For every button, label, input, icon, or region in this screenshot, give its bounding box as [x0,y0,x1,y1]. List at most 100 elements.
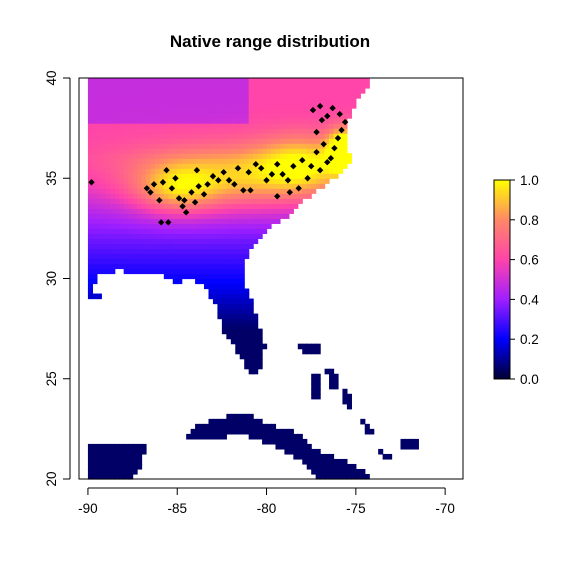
heatmap-cell [222,88,227,94]
heatmap-cell [128,444,133,450]
heatmap-cell [182,188,187,194]
heatmap-cell [271,118,276,124]
heatmap-cell [150,143,155,149]
heatmap-cell [235,128,240,134]
heatmap-cell [249,319,254,325]
heatmap-cell [119,238,124,244]
heatmap-cell [200,218,205,224]
heatmap-cell [258,93,263,99]
heatmap-cell [235,344,240,350]
heatmap-cell [253,113,258,119]
heatmap-cell [213,113,218,119]
heatmap-cell [293,434,298,440]
heatmap-cell [244,203,249,209]
heatmap-cell [208,294,213,300]
heatmap-cell [231,218,236,224]
heatmap-cell [231,419,236,425]
heatmap-cell [298,93,303,99]
heatmap-cell [235,324,240,330]
heatmap-cell [88,218,93,224]
heatmap-cell [217,113,222,119]
heatmap-cell [110,243,115,249]
heatmap-cell [200,228,205,234]
heatmap-cell [168,93,173,99]
heatmap-cell [92,188,97,194]
heatmap-cell [284,123,289,129]
heatmap-cell [334,163,339,169]
heatmap-cell [186,238,191,244]
heatmap-cell [133,143,138,149]
heatmap-cell [302,459,307,465]
heatmap-cell [244,123,249,129]
heatmap-cell [124,113,129,119]
heatmap-cell [316,344,321,350]
heatmap-cell [88,208,93,214]
heatmap-cell [302,188,307,194]
heatmap-cell [231,228,236,234]
heatmap-cell [222,329,227,335]
heatmap-cell [240,168,245,174]
heatmap-cell [182,253,187,259]
heatmap-cell [119,83,124,89]
heatmap-cell [97,118,102,124]
heatmap-cell [298,449,303,455]
heatmap-cell [128,469,133,475]
heatmap-cell [253,349,258,355]
heatmap-cell [128,133,133,139]
heatmap-cell [182,158,187,164]
heatmap-cell [307,78,312,84]
heatmap-cell [142,248,147,254]
heatmap-cell [106,148,111,154]
heatmap-cell [240,148,245,154]
heatmap-cell [155,253,160,259]
heatmap-cell [267,133,272,139]
heatmap-cell [177,118,182,124]
heatmap-cell [240,133,245,139]
heatmap-cell [133,78,138,84]
heatmap-cell [115,263,120,269]
heatmap-cell [204,98,209,104]
heatmap-cell [168,193,173,199]
heatmap-cell [137,238,142,244]
heatmap-cell [110,203,115,209]
heatmap-cell [195,424,200,430]
heatmap-cell [240,203,245,209]
heatmap-cell [110,464,115,470]
heatmap-cell [119,118,124,124]
heatmap-cell [253,198,258,204]
heatmap-cell [133,268,138,274]
heatmap-cell [329,133,334,139]
chart-title: Native range distribution [170,32,370,51]
heatmap-cell [115,173,120,179]
heatmap-cell [217,203,222,209]
heatmap-cell [106,128,111,134]
heatmap-cell [325,178,330,184]
heatmap-cell [164,203,169,209]
heatmap-cell [249,359,254,365]
heatmap-cell [244,213,249,219]
heatmap-cell [222,138,227,144]
heatmap-cell [244,78,249,84]
heatmap-cell [226,158,231,164]
heatmap-cell [124,449,129,455]
heatmap-cell [280,444,285,450]
heatmap-cell [235,429,240,435]
heatmap-cell [110,223,115,229]
heatmap-cell [231,153,236,159]
heatmap-cell [88,83,93,89]
heatmap-cell [119,168,124,174]
heatmap-cell [342,113,347,119]
heatmap-cell [88,284,93,290]
heatmap-cell [97,208,102,214]
heatmap-cell [231,83,236,89]
heatmap-cell [204,279,209,285]
heatmap-cell [146,223,151,229]
heatmap-cell [137,444,142,450]
heatmap-cell [208,98,213,104]
heatmap-cell [293,173,298,179]
heatmap-cell [253,369,258,375]
heatmap-cell [249,304,254,310]
heatmap-cell [137,223,142,229]
heatmap-cell [110,178,115,184]
heatmap-cell [329,123,334,129]
